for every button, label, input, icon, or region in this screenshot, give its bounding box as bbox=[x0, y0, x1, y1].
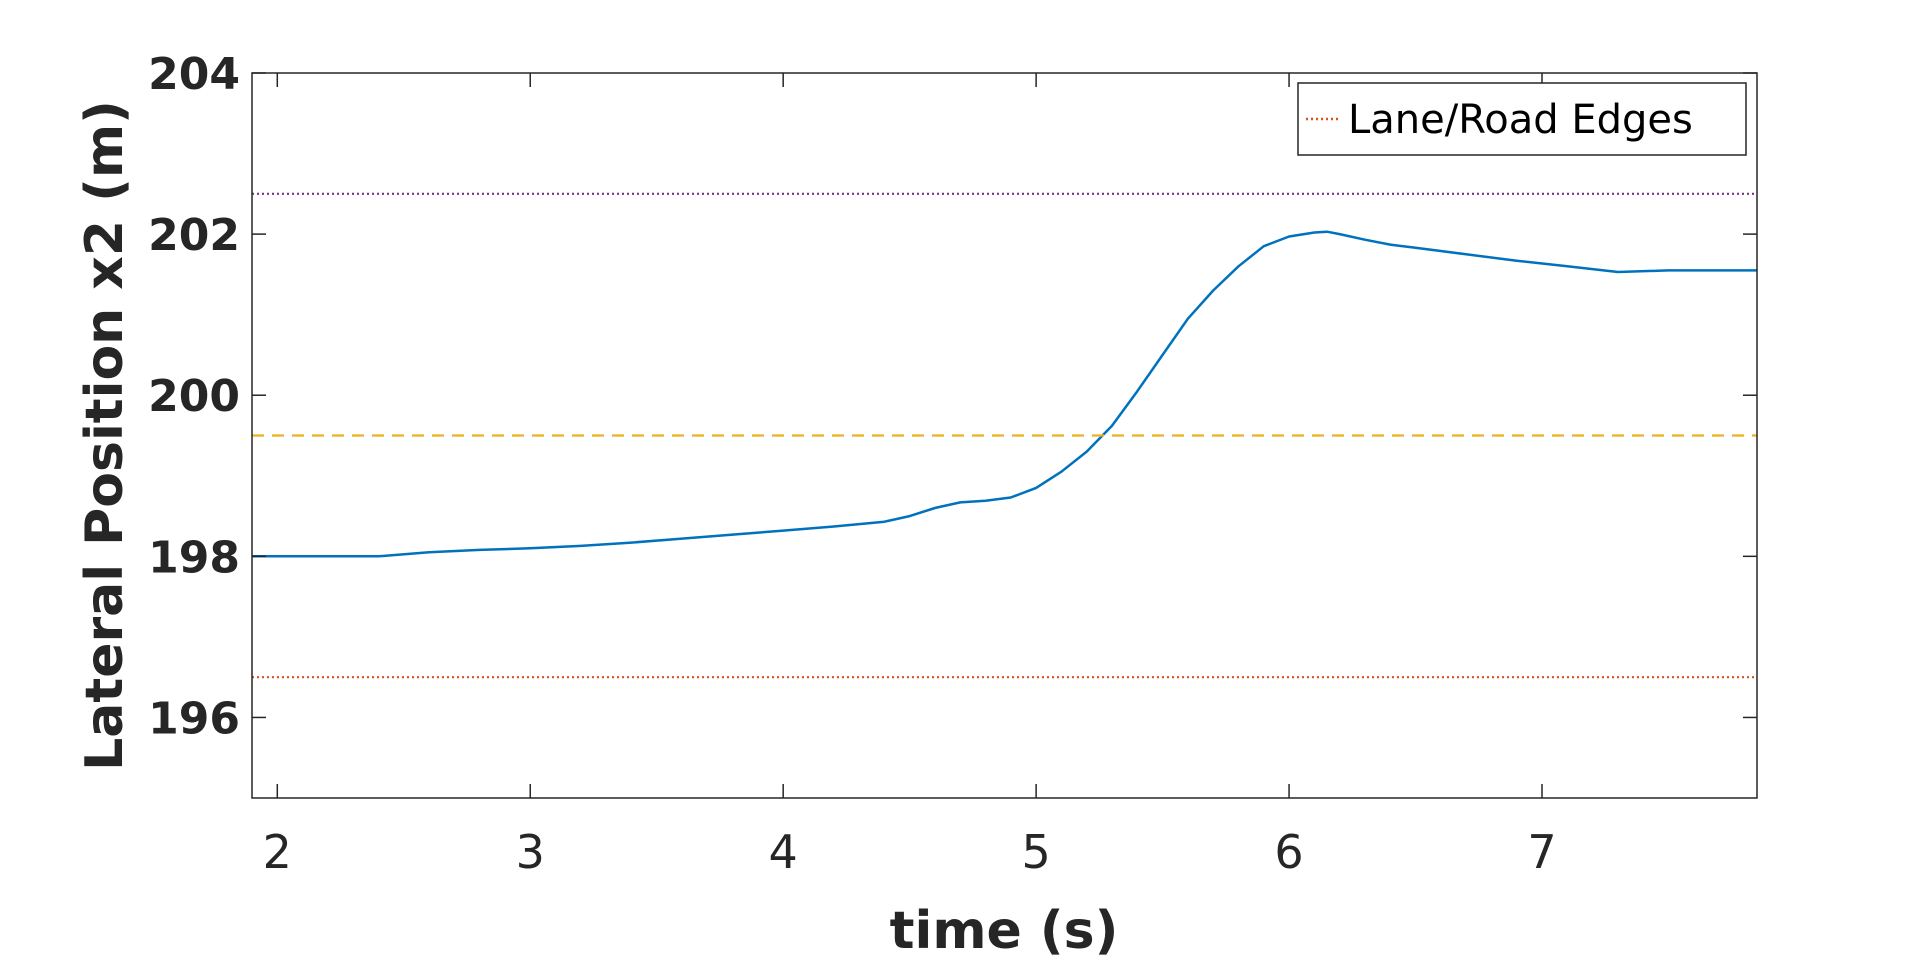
y-tick-label-1: 198 bbox=[148, 532, 240, 583]
ticks-layer: 2 3 4 5 6 7 196 198 200 202 204 bbox=[148, 49, 1757, 879]
series-layer bbox=[252, 192, 1757, 679]
x-tick-label-4: 6 bbox=[1274, 825, 1303, 879]
legend-entry-label: Lane/Road Edges bbox=[1348, 97, 1693, 143]
x-tick-label-2: 4 bbox=[769, 825, 798, 879]
y-tick-label-4: 204 bbox=[148, 49, 240, 100]
y-tick-label-3: 202 bbox=[148, 210, 240, 261]
x-tick-label-3: 5 bbox=[1021, 825, 1050, 879]
y-tick-label-2: 200 bbox=[148, 371, 240, 422]
x-axis-title: time (s) bbox=[890, 901, 1119, 959]
legend: Lane/Road Edges bbox=[1297, 82, 1747, 156]
series-line-0 bbox=[252, 230, 1757, 558]
x-tick-label-0: 2 bbox=[263, 825, 292, 879]
x-tick-label-5: 7 bbox=[1527, 825, 1556, 879]
axes-box bbox=[251, 72, 1758, 799]
y-axis-title: Lateral Position x2 (m) bbox=[75, 100, 135, 771]
y-tick-label-0: 196 bbox=[148, 693, 240, 744]
x-tick-label-1: 3 bbox=[516, 825, 545, 879]
legend-box bbox=[1297, 82, 1747, 156]
